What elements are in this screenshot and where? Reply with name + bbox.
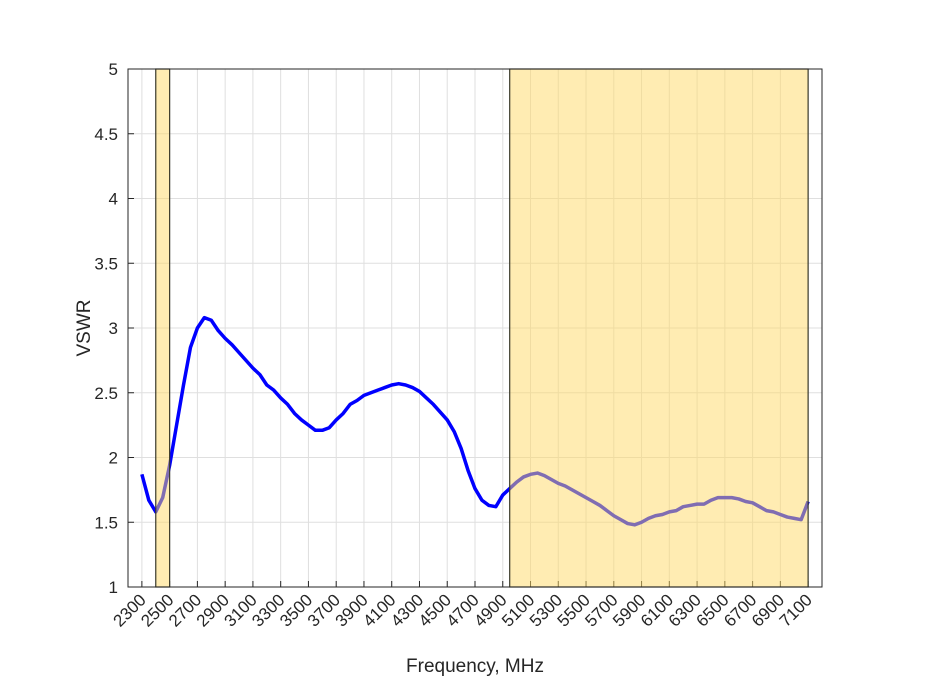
y-axis-label: VSWR [74,300,95,357]
y-tick-label: 4 [109,190,118,209]
y-tick-label: 1.5 [94,513,118,532]
y-tick-label: 2.5 [94,384,118,403]
y-tick-label: 2 [109,449,118,468]
y-tick-label: 5 [109,60,118,79]
shaded-band [155,68,171,588]
y-tick-label: 4.5 [94,125,118,144]
y-tick-label: 3.5 [94,254,118,273]
y-tick-label: 3 [109,319,118,338]
shaded-band [509,68,809,588]
axes-box [127,68,823,588]
x-axis-label: Frequency, MHz [406,656,544,677]
y-tick-label: 1 [109,578,118,597]
